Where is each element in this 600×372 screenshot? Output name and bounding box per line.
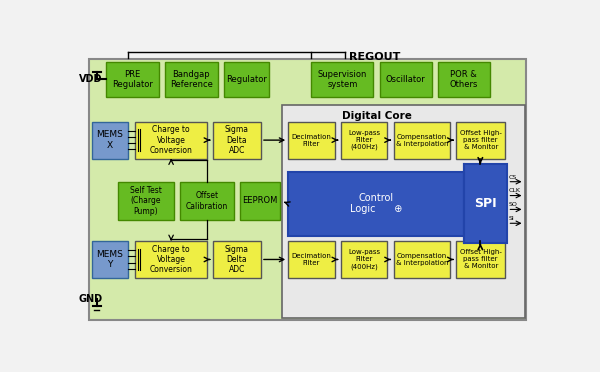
Text: Supervision
system: Supervision system [317,70,367,89]
Text: Control
Logic      ⊕: Control Logic ⊕ [350,193,402,214]
Text: POR &
Others: POR & Others [449,70,478,89]
Text: VDD: VDD [79,74,103,84]
Text: Oscillator: Oscillator [386,75,425,84]
Bar [457,122,505,158]
Bar [464,164,508,243]
Bar [288,122,335,158]
Text: Bandgap
Reference: Bandgap Reference [170,70,212,89]
Bar [394,241,450,278]
Text: MEMS
Y: MEMS Y [97,250,124,269]
Text: Decimation
Filter: Decimation Filter [292,134,331,147]
Text: REGOUT: REGOUT [349,52,400,62]
Text: Offset
Calibration: Offset Calibration [186,191,228,211]
Text: SI: SI [509,216,515,221]
Bar [380,62,431,97]
Text: Offset High-
pass filter
& Monitor: Offset High- pass filter & Monitor [460,130,502,150]
Text: PRE
Regulator: PRE Regulator [112,70,153,89]
Bar [457,241,505,278]
Text: SPI: SPI [475,197,497,210]
Text: GND: GND [79,294,103,304]
Text: Low-pass
Filter
(400Hz): Low-pass Filter (400Hz) [348,130,380,150]
Bar [288,241,335,278]
Bar [341,241,388,278]
Text: CS: CS [509,174,517,180]
Bar [282,105,524,318]
Text: Offset High-
pass filter
& Monitor: Offset High- pass filter & Monitor [460,250,502,269]
Text: Charge to
Voltage
Conversion: Charge to Voltage Conversion [149,125,193,155]
Bar [341,122,388,158]
Text: Sigma
Delta
ADC: Sigma Delta ADC [225,125,249,155]
Bar [213,241,261,278]
Bar [224,62,269,97]
Bar [394,122,450,158]
Bar [311,62,373,97]
Bar [438,62,490,97]
Bar [213,122,261,158]
Text: Self Test
(Charge
Pump): Self Test (Charge Pump) [130,186,162,216]
Text: Regulator: Regulator [226,75,267,84]
Bar [240,182,280,220]
Text: Compensation
& Interpolation: Compensation & Interpolation [395,253,448,266]
Text: Charge to
Voltage
Conversion: Charge to Voltage Conversion [149,244,193,275]
Bar [92,241,128,278]
Text: Low-pass
Filter
(400Hz): Low-pass Filter (400Hz) [348,249,380,270]
Bar [92,122,128,158]
Bar [106,62,158,97]
Text: MEMS
X: MEMS X [97,131,124,150]
Bar [165,62,218,97]
Bar [288,172,464,235]
Text: Compensation
& Interpolation: Compensation & Interpolation [395,134,448,147]
Bar [181,182,234,220]
Bar [118,182,174,220]
Text: SO: SO [509,202,518,207]
Text: Decimation
Filter: Decimation Filter [292,253,331,266]
Bar [136,241,207,278]
Bar [136,122,207,158]
Text: Sigma
Delta
ADC: Sigma Delta ADC [225,244,249,275]
Text: EEPROM: EEPROM [242,196,278,205]
Text: Digital Core: Digital Core [343,111,412,121]
Text: CLK: CLK [509,189,521,193]
